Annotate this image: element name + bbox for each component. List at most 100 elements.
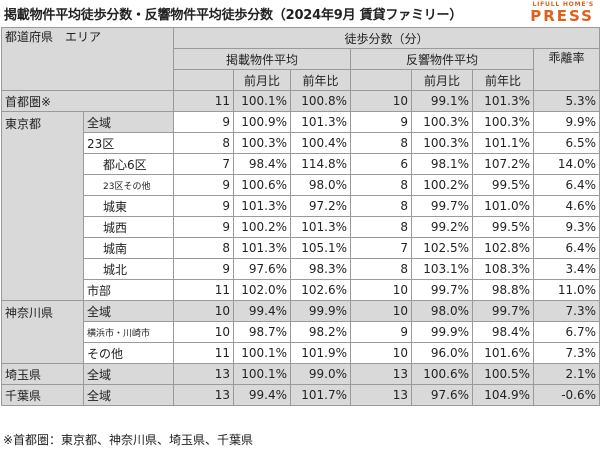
cell-response-yoy: 101.3% — [472, 90, 535, 112]
table-row: 埼玉県 全域 13 100.1% 99.0% 13 100.6% 100.5% 2.1% — [1, 363, 600, 385]
table-row: 横浜市・川崎市 10 98.7% 98.2% 9 99.9% 98.4% 6.7% — [2, 321, 600, 343]
cell-listing-yoy: 100.4% — [290, 132, 352, 154]
header: 掲載物件平均徒歩分数・反響物件平均徒歩分数（2024年9月 賃貸ファミリー） L… — [0, 0, 600, 26]
cell-response-avg: 10 — [350, 90, 413, 112]
area-label: 城南 — [103, 241, 128, 256]
area-label: 全域 — [87, 115, 112, 130]
cell-divergence: 3.4% — [533, 258, 600, 280]
cell-divergence: 9.3% — [533, 216, 600, 238]
cell-response-avg: 13 — [350, 363, 413, 385]
table-row: 23区 8 100.3% 100.4% 8 100.3% 101.1% 6.5% — [2, 132, 600, 154]
cell-listing-yoy: 105.1% — [290, 237, 352, 259]
cell-listing-avg: 8 — [173, 237, 235, 259]
cell-prefecture: 千葉県 — [1, 384, 84, 406]
cell-response-yoy: 101.0% — [472, 195, 535, 217]
cell-response-yoy: 98.8% — [472, 279, 535, 301]
header-listing-value — [173, 69, 235, 91]
cell-response-avg: 13 — [350, 384, 413, 406]
cell-listing-yoy: 102.6% — [290, 279, 352, 301]
cell-divergence: 11.0% — [533, 279, 600, 301]
cell-divergence: 6.5% — [533, 132, 600, 154]
cell-response-mom: 100.6% — [411, 363, 474, 385]
cell-response-avg: 8 — [350, 195, 413, 217]
cell-listing-avg: 11 — [173, 279, 235, 301]
cell-divergence: 6.7% — [533, 321, 600, 343]
table-row: 市部 11 102.0% 102.6% 10 99.7% 98.8% 11.0% — [2, 279, 600, 301]
cell-response-yoy: 99.5% — [472, 216, 535, 238]
area-label: 全域 — [87, 388, 112, 403]
cell-listing-mom: 99.4% — [233, 300, 292, 322]
table-row: 都心6区 7 98.4% 114.8% 6 98.1% 107.2% 14.0% — [2, 153, 600, 175]
brand-logo: LIFULL HOME'S PRESS — [530, 1, 594, 24]
cell-response-avg: 7 — [350, 237, 413, 259]
cell-listing-avg: 9 — [173, 195, 235, 217]
cell-listing-avg: 9 — [173, 111, 235, 133]
cell-area: 全域 — [83, 384, 175, 406]
header-listing-mom: 前月比 — [233, 69, 292, 91]
header-listing-yoy: 前年比 — [290, 69, 352, 91]
area-label: 城西 — [103, 220, 128, 235]
cell-listing-avg: 10 — [173, 321, 235, 343]
cell-response-mom: 99.7% — [411, 279, 474, 301]
cell-listing-yoy: 114.8% — [290, 153, 352, 175]
cell-response-yoy: 99.7% — [472, 300, 535, 322]
area-label: 横浜市・川崎市 — [87, 329, 151, 339]
area-label: 全域 — [87, 304, 112, 319]
cell-divergence: 4.6% — [533, 195, 600, 217]
table-row: 神奈川県 全域 10 99.4% 99.9% 10 98.0% 99.7% 7.3% — [1, 300, 600, 364]
cell-listing-yoy: 98.0% — [290, 174, 352, 196]
cell-response-yoy: 108.3% — [472, 258, 535, 280]
cell-response-yoy: 99.5% — [472, 174, 535, 196]
cell-listing-yoy: 98.2% — [290, 321, 352, 343]
cell-response-mom: 100.3% — [411, 132, 474, 154]
cell-prefecture: 首都圏※ — [0, 90, 175, 112]
cell-listing-mom: 98.7% — [233, 321, 292, 343]
cell-listing-mom: 100.1% — [233, 363, 292, 385]
cell-area: 城南 — [82, 237, 175, 259]
table-row: 首都圏※ 11 100.1% 100.8% 10 99.1% 101.3% 5.3% — [0, 90, 600, 112]
cell-listing-yoy: 97.2% — [290, 195, 352, 217]
logo-line2: PRESS — [530, 7, 594, 25]
cell-listing-mom: 100.1% — [233, 342, 292, 364]
area-label: 23区 — [87, 136, 115, 151]
cell-divergence: 6.4% — [533, 174, 600, 196]
cell-listing-mom: 101.3% — [233, 195, 292, 217]
cell-response-avg: 6 — [350, 153, 413, 175]
cell-listing-mom: 97.6% — [233, 258, 292, 280]
cell-response-yoy: 107.2% — [472, 153, 535, 175]
cell-divergence: 5.3% — [533, 90, 600, 112]
cell-area: 23区 — [82, 132, 175, 154]
cell-response-yoy: 102.8% — [472, 237, 535, 259]
header-region: 都道府県 エリア — [0, 27, 175, 91]
cell-divergence: 2.1% — [533, 363, 600, 385]
cell-response-avg: 10 — [350, 279, 413, 301]
cell-listing-mom: 100.9% — [233, 111, 292, 133]
cell-response-mom: 97.6% — [411, 384, 474, 406]
cell-divergence: 7.3% — [533, 342, 600, 364]
cell-listing-avg: 9 — [173, 174, 235, 196]
cell-area: 23区その他 — [82, 174, 175, 196]
cell-listing-mom: 100.6% — [233, 174, 292, 196]
cell-listing-mom: 100.1% — [233, 90, 292, 112]
cell-listing-yoy: 101.3% — [290, 111, 352, 133]
data-table: 都道府県 エリア 徒歩分数（分） 掲載物件平均 反響物件平均 乖離率 前月比 前… — [0, 27, 600, 406]
cell-listing-yoy: 99.0% — [290, 363, 352, 385]
cell-listing-yoy: 100.8% — [290, 90, 352, 112]
cell-response-mom: 100.3% — [411, 111, 474, 133]
cell-response-yoy: 98.4% — [472, 321, 535, 343]
cell-listing-mom: 98.4% — [233, 153, 292, 175]
cell-response-yoy: 101.1% — [472, 132, 535, 154]
area-label: 城北 — [103, 262, 128, 277]
area-label: 城東 — [103, 199, 128, 214]
header-divergence: 乖離率 — [533, 48, 600, 91]
cell-listing-mom: 100.3% — [233, 132, 292, 154]
area-label: その他 — [87, 346, 124, 361]
cell-divergence: 6.4% — [533, 237, 600, 259]
cell-listing-yoy: 98.3% — [290, 258, 352, 280]
cell-response-yoy: 101.6% — [472, 342, 535, 364]
cell-response-mom: 98.0% — [411, 300, 474, 322]
cell-listing-mom: 102.0% — [233, 279, 292, 301]
cell-listing-yoy: 99.9% — [290, 300, 352, 322]
cell-response-yoy: 104.9% — [472, 384, 535, 406]
cell-divergence: 14.0% — [533, 153, 600, 175]
